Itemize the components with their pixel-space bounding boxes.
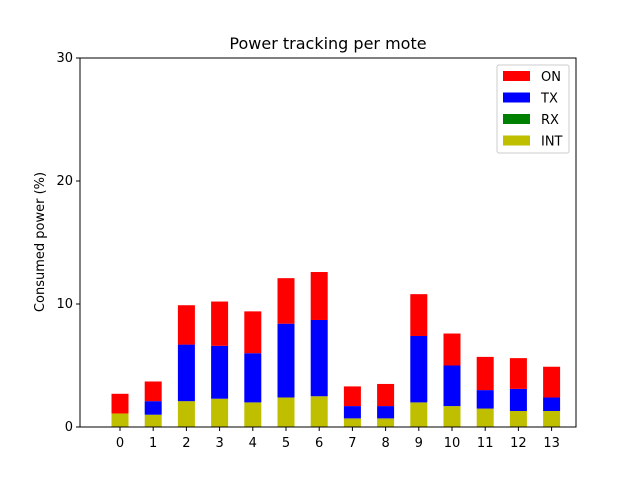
- x-tick-label-9: 9: [415, 436, 423, 451]
- y-tick-label-30: 30: [56, 51, 73, 66]
- x-tick-label-5: 5: [282, 436, 290, 451]
- bar-segment-int-8: [377, 418, 395, 427]
- x-tick-label-10: 10: [444, 436, 461, 451]
- bar-segment-int-3: [211, 398, 229, 427]
- bar-segment-on-2: [177, 305, 195, 345]
- bar-segment-tx-1: [144, 401, 162, 415]
- bar-segment-tx-6: [310, 319, 328, 397]
- bar-segment-tx-11: [476, 390, 494, 409]
- x-tick-label-12: 12: [510, 436, 527, 451]
- x-tick-label-0: 0: [116, 436, 124, 451]
- legend-swatch-int: [503, 135, 530, 146]
- bar-segment-on-7: [343, 386, 361, 407]
- bar-segment-on-13: [543, 366, 561, 398]
- bar-segment-on-9: [410, 294, 428, 336]
- bar-segment-tx-4: [244, 353, 262, 403]
- legend-swatch-rx: [503, 114, 530, 124]
- chart-title: Power tracking per mote: [229, 34, 426, 53]
- bar-segment-int-6: [310, 396, 328, 427]
- bar-segment-int-2: [177, 401, 195, 427]
- bars-group: [111, 272, 561, 427]
- bar-segment-on-0: [111, 393, 129, 414]
- bar-segment-on-5: [277, 278, 295, 324]
- bar-segment-tx-9: [410, 335, 428, 403]
- legend-label-rx: RX: [541, 113, 559, 128]
- bar-segment-tx-2: [177, 344, 195, 402]
- plot-frame: [79, 57, 577, 428]
- x-tick-label-13: 13: [543, 436, 560, 451]
- bar-segment-int-4: [244, 402, 262, 427]
- legend: ON TX RX INT: [496, 64, 570, 154]
- y-tick-label-20: 20: [56, 174, 73, 189]
- y-tick-label-10: 10: [56, 297, 73, 312]
- bar-segment-int-0: [111, 413, 129, 427]
- bar-segment-int-11: [476, 408, 494, 427]
- x-tick-label-3: 3: [215, 436, 223, 451]
- legend-box: [496, 64, 570, 154]
- bar-segment-on-8: [377, 383, 395, 407]
- bar-segment-on-10: [443, 333, 461, 366]
- bar-segment-on-11: [476, 356, 494, 391]
- x-tick-label-8: 8: [381, 436, 389, 451]
- x-tick-label-4: 4: [249, 436, 257, 451]
- bar-segment-on-4: [244, 311, 262, 354]
- x-tick-label-6: 6: [315, 436, 323, 451]
- bar-segment-int-5: [277, 397, 295, 427]
- bar-segment-int-1: [144, 414, 162, 427]
- bar-segment-on-1: [144, 381, 162, 402]
- y-axis-label: Consumed power (%): [33, 172, 48, 312]
- legend-swatch-on: [503, 71, 530, 81]
- bar-segment-tx-5: [277, 323, 295, 398]
- bar-segment-tx-10: [443, 365, 461, 407]
- legend-label-int: INT: [541, 135, 563, 150]
- bar-segment-on-12: [509, 358, 527, 389]
- x-tick-label-7: 7: [348, 436, 356, 451]
- x-axis-ticks: 0 1 2 3 4 5 6 7 8 9 10 11 12 13: [116, 427, 560, 451]
- bar-segment-tx-12: [509, 388, 527, 412]
- bar-segment-on-6: [310, 272, 328, 320]
- legend-label-on: ON: [541, 70, 561, 85]
- legend-label-tx: TX: [540, 92, 558, 107]
- bar-segment-tx-13: [543, 397, 561, 412]
- legend-swatch-tx: [503, 92, 530, 103]
- bar-segment-int-7: [343, 418, 361, 427]
- y-tick-label-0: 0: [65, 420, 73, 435]
- bar-segment-tx-8: [377, 406, 395, 419]
- bar-segment-int-9: [410, 402, 428, 427]
- bar-segment-tx-7: [343, 406, 361, 419]
- y-axis-ticks: 0 10 20 30: [56, 51, 80, 435]
- bar-segment-on-3: [211, 301, 229, 346]
- x-tick-label-2: 2: [182, 436, 190, 451]
- bar-segment-tx-3: [211, 345, 229, 399]
- bar-segment-int-10: [443, 406, 461, 427]
- bar-segment-int-12: [509, 411, 527, 427]
- x-tick-label-11: 11: [477, 436, 494, 451]
- bar-segment-int-13: [543, 411, 561, 427]
- x-tick-label-1: 1: [149, 436, 157, 451]
